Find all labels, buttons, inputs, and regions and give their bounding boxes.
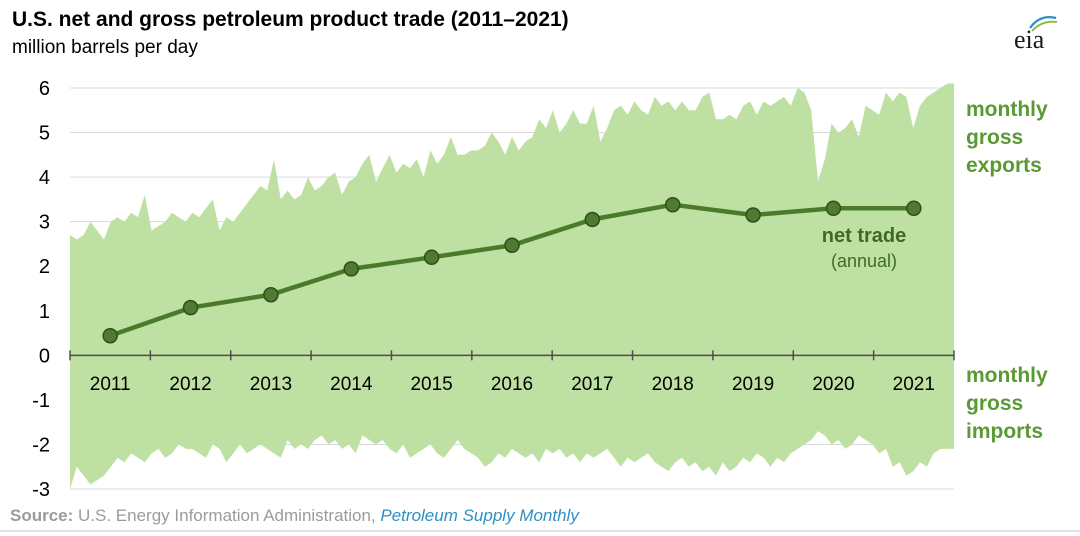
x-tick-label: 2011 [90, 374, 131, 395]
y-tick-label: -3 [32, 479, 50, 501]
x-tick-label: 2013 [250, 374, 292, 395]
y-tick-labels: 6 5 4 3 2 1 0 -1 -2 -3 [32, 78, 50, 501]
net-trade-sublabel: (annual) [831, 251, 897, 271]
net-trade-point [745, 207, 761, 223]
net-trade-point [664, 196, 681, 213]
net-trade-label: net trade [822, 225, 906, 247]
net-trade-point [343, 261, 360, 277]
y-tick-label: 6 [39, 78, 50, 100]
y-tick-label: 5 [39, 123, 50, 145]
chart-title: U.S. net and gross petroleum product tra… [12, 8, 569, 31]
net-trade-point [102, 327, 118, 344]
y-tick-label: 4 [39, 167, 50, 189]
x-tick-label: 2018 [652, 374, 694, 395]
imports-label-line: gross [966, 392, 1023, 415]
imports-label-line: imports [966, 420, 1043, 443]
y-tick-label: 2 [39, 256, 50, 278]
x-tick-label: 2012 [169, 374, 211, 395]
y-tick-label: -2 [32, 434, 50, 456]
net-trade-point [182, 299, 199, 316]
x-axis [69, 350, 955, 361]
x-tick-labels: 2011 2012 2013 2014 2015 2016 2017 2018 2019 2020… [90, 374, 935, 395]
imports-label-line: monthly [966, 364, 1048, 387]
series-labels: monthly gross exports monthly gross imports ne… [822, 98, 1048, 443]
gross-trade-areas [70, 83, 954, 489]
x-tick-label: 2021 [893, 374, 935, 395]
x-tick-label: 2016 [491, 374, 533, 395]
y-tick-label: 3 [39, 212, 50, 234]
x-tick-label: 2014 [330, 374, 373, 395]
source-text: U.S. Energy Information Administration, [73, 506, 381, 525]
logo-arc-green [1031, 20, 1058, 32]
net-trade-point [584, 211, 601, 228]
logo-arc-blue [1029, 16, 1057, 29]
y-tick-label: 1 [39, 301, 50, 323]
y-tick-label: -1 [32, 390, 50, 412]
footer-rule [0, 530, 1080, 532]
x-tick-label: 2019 [732, 374, 774, 395]
chart-subtitle: million barrels per day [12, 37, 198, 58]
net-trade-point [504, 237, 520, 254]
exports-label-line: exports [966, 154, 1042, 177]
net-trade-series [102, 196, 922, 344]
eia-logo: eia [1014, 16, 1058, 52]
exports-area [70, 83, 954, 356]
y-tick-label: 0 [39, 345, 50, 367]
source-publication[interactable]: Petroleum Supply Monthly [380, 506, 579, 525]
net-trade-point [825, 200, 842, 217]
net-trade-point [906, 200, 922, 217]
net-trade-point [423, 249, 440, 266]
x-tick-label: 2020 [812, 374, 854, 395]
exports-label-line: monthly [966, 98, 1048, 121]
logo-text: eia [1014, 25, 1045, 52]
exports-label-line: gross [966, 126, 1023, 149]
source-note: Source: U.S. Energy Information Administ… [10, 506, 579, 526]
imports-area [70, 355, 954, 489]
x-tick-label: 2017 [571, 374, 613, 395]
x-tick-label: 2015 [410, 374, 452, 395]
net-trade-point [263, 286, 279, 303]
source-label: Source: [10, 506, 74, 525]
